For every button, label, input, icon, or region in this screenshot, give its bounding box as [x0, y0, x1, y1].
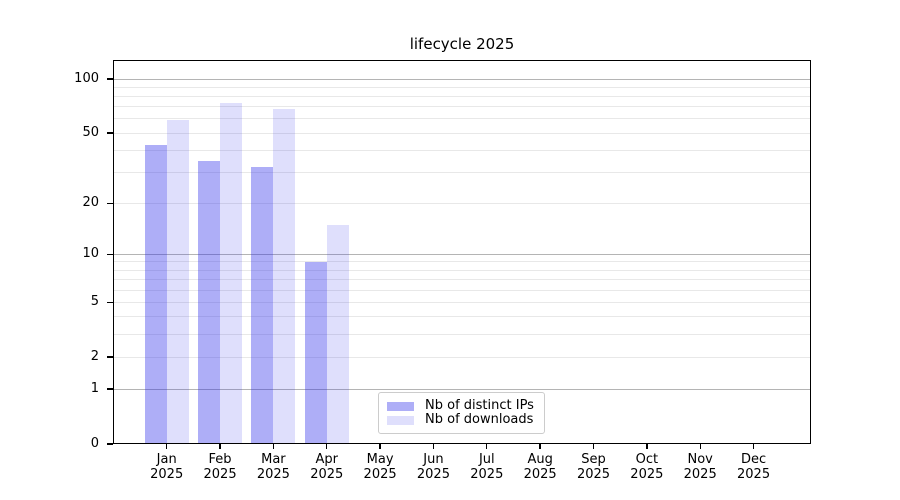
minor-gridline — [114, 301, 810, 303]
x-tick-mark — [646, 444, 648, 449]
minor-gridline — [114, 261, 810, 263]
legend-label-downloads: Nb of downloads — [425, 412, 534, 427]
y-tick-label: 50 — [82, 125, 99, 141]
minor-gridline — [114, 289, 810, 291]
x-tick-label: May 2025 — [363, 452, 397, 482]
x-tick-mark — [752, 444, 755, 449]
bar-downloads — [220, 102, 243, 444]
bar-downloads — [166, 120, 189, 444]
y-tick-label: 0 — [90, 436, 99, 451]
x-tick-mark — [432, 444, 435, 449]
y-tick-mark — [107, 443, 113, 445]
x-tick-mark — [219, 444, 221, 449]
minor-gridline — [114, 106, 810, 108]
minor-gridline — [114, 202, 810, 204]
bar-downloads — [273, 109, 296, 444]
legend-item-distinct-ips: Nb of distinct IPs — [387, 399, 536, 413]
minor-gridline — [114, 171, 810, 173]
minor-gridline — [114, 132, 810, 134]
x-tick-label: Jul 2025 — [470, 452, 504, 482]
x-tick-label: Aug 2025 — [523, 452, 557, 482]
x-tick-label: Sep 2025 — [576, 452, 611, 482]
y-tick-label: 10 — [82, 246, 99, 262]
y-tick-label: 20 — [82, 195, 99, 211]
x-tick-mark — [166, 444, 168, 449]
legend-swatch-distinct-ips — [387, 401, 414, 411]
x-tick-mark — [379, 444, 381, 449]
legend-swatch-downloads — [387, 415, 414, 425]
minor-gridline — [114, 118, 810, 120]
major-gridline — [114, 388, 810, 390]
bar-distinct-ips — [198, 160, 221, 444]
x-tick-label: Apr 2025 — [310, 452, 344, 482]
x-tick-label: Oct 2025 — [630, 452, 664, 482]
x-tick-mark — [272, 444, 275, 449]
y-tick-label: 1 — [90, 381, 99, 397]
x-tick-mark — [699, 444, 701, 449]
major-gridline — [114, 78, 810, 80]
y-tick-mark — [107, 132, 113, 134]
bar-downloads — [326, 224, 349, 444]
minor-gridline — [114, 95, 810, 97]
x-tick-mark — [539, 444, 541, 449]
y-tick-mark — [107, 253, 113, 256]
y-tick-mark — [107, 202, 113, 204]
minor-gridline — [114, 86, 810, 88]
bar-distinct-ips — [251, 167, 274, 444]
x-tick-label: Feb 2025 — [203, 452, 237, 482]
y-tick-mark — [107, 388, 113, 390]
minor-gridline — [114, 269, 810, 271]
bar-distinct-ips — [304, 261, 327, 444]
x-tick-label: Dec 2025 — [737, 452, 771, 482]
x-tick-label: Nov 2025 — [683, 452, 717, 482]
y-tick-mark — [107, 78, 113, 80]
x-tick-mark — [592, 444, 595, 449]
chart-title: lifecycle 2025 — [409, 35, 515, 53]
minor-gridline — [114, 333, 810, 335]
major-gridline — [114, 253, 810, 255]
legend-item-downloads: Nb of downloads — [387, 413, 536, 427]
x-tick-label: Jan 2025 — [150, 452, 184, 482]
legend: Nb of distinct IPs Nb of downloads — [378, 392, 545, 434]
minor-gridline — [114, 316, 810, 318]
y-tick-mark — [107, 356, 113, 358]
x-tick-mark — [486, 444, 488, 449]
bar-distinct-ips — [144, 144, 167, 444]
y-tick-label: 5 — [90, 294, 99, 310]
legend-label-distinct-ips: Nb of distinct IPs — [425, 398, 534, 413]
y-tick-label: 100 — [74, 71, 99, 86]
plot-frame — [113, 60, 811, 444]
y-tick-label: 2 — [90, 349, 99, 365]
minor-gridline — [114, 279, 810, 281]
x-tick-label: Jun 2025 — [416, 452, 450, 482]
minor-gridline — [114, 149, 810, 151]
x-tick-label: Mar 2025 — [256, 452, 290, 482]
minor-gridline — [114, 356, 810, 358]
x-tick-mark — [326, 444, 328, 449]
y-tick-mark — [107, 301, 113, 303]
